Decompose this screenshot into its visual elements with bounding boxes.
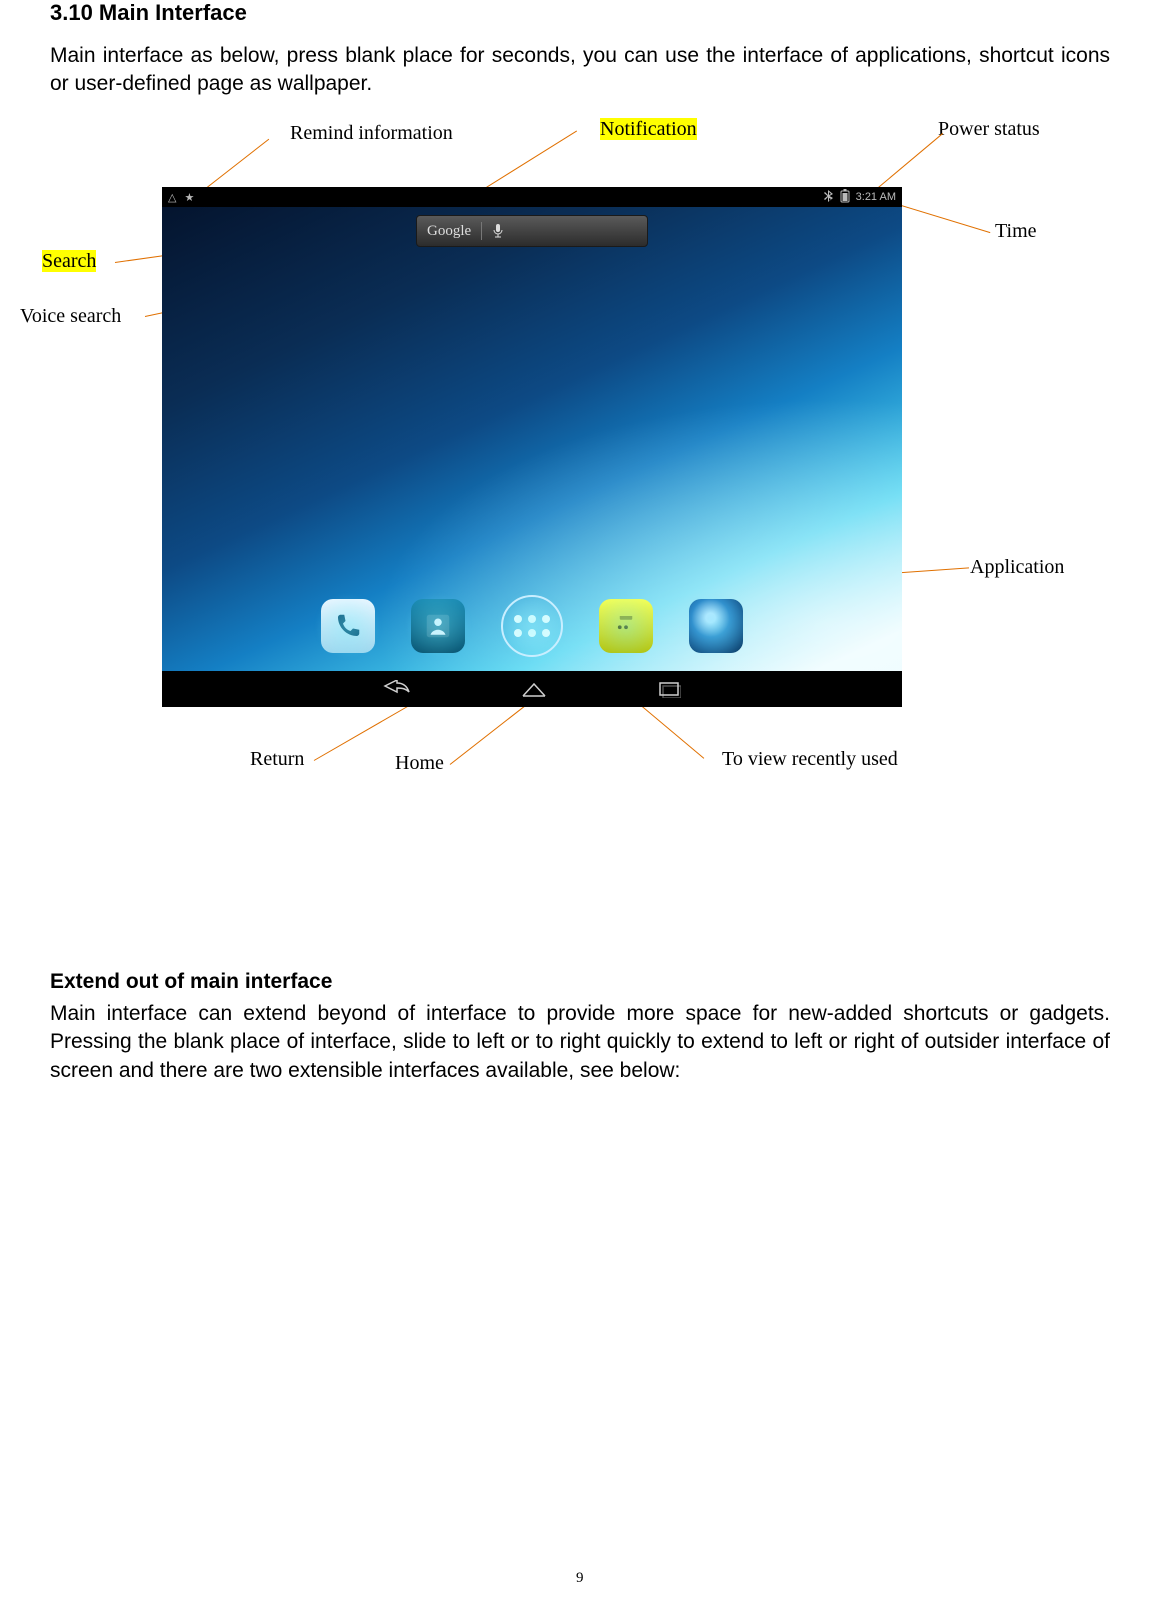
leader-line <box>635 700 705 759</box>
callout-home: Home <box>395 752 444 775</box>
messages-icon[interactable] <box>599 599 653 653</box>
back-icon[interactable] <box>383 680 411 698</box>
status-time: 3:21 AM <box>856 191 896 203</box>
callout-remind-information: Remind information <box>290 122 453 145</box>
callout-power-status: Power status <box>938 118 1040 141</box>
extend-body: Main interface can extend beyond of inte… <box>50 1000 1110 1085</box>
section-body: Main interface as below, press blank pla… <box>50 42 1110 99</box>
contacts-icon[interactable] <box>411 599 465 653</box>
leader-line <box>870 133 943 195</box>
phone-icon[interactable] <box>321 599 375 653</box>
callout-return: Return <box>250 748 304 771</box>
section-heading: 3.10 Main Interface <box>50 0 247 26</box>
apps-icon[interactable] <box>501 595 563 657</box>
callout-notification: Notification <box>600 118 697 141</box>
bluetooth-icon <box>824 190 834 205</box>
google-search-bar[interactable]: Google <box>416 215 648 247</box>
callout-time: Time <box>995 220 1037 243</box>
leader-line <box>450 703 529 765</box>
mic-icon[interactable] <box>492 223 504 239</box>
search-placeholder: Google <box>427 223 471 240</box>
star-icon: ★ <box>184 191 194 204</box>
tablet-screenshot: △ ★ 3:21 AM Google <box>162 187 902 707</box>
leader-line <box>475 130 577 194</box>
warning-icon: △ <box>168 191 176 204</box>
browser-icon[interactable] <box>689 599 743 653</box>
callout-search: Search <box>42 250 96 273</box>
app-dock <box>162 581 902 671</box>
recents-icon[interactable] <box>657 680 681 698</box>
home-icon[interactable] <box>521 680 547 698</box>
navigation-bar <box>162 671 902 707</box>
document-page: 3.10 Main Interface Main interface as be… <box>0 0 1164 1609</box>
divider <box>481 222 482 240</box>
extend-heading: Extend out of main interface <box>50 970 332 994</box>
battery-icon <box>840 189 850 206</box>
callout-to-view-recently-used: To view recently used <box>722 748 898 771</box>
callout-application: Application <box>970 556 1064 579</box>
home-wallpaper[interactable]: Google <box>162 207 902 671</box>
callout-voice-search: Voice search <box>20 305 121 328</box>
status-bar[interactable]: △ ★ 3:21 AM <box>162 187 902 207</box>
page-number: 9 <box>576 1570 584 1587</box>
